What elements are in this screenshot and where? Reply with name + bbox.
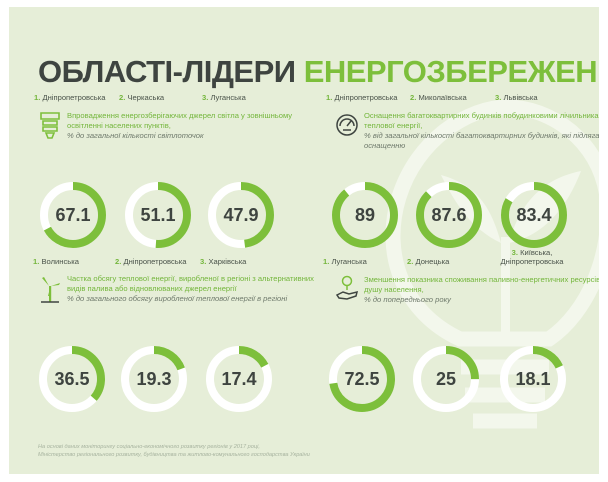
item-name: Донецька	[415, 257, 450, 266]
ring-value: 89	[354, 205, 376, 225]
section-subtitle: % до загального обсягу виробленої теплов…	[67, 294, 288, 303]
ring-value: 72.5	[344, 369, 380, 389]
item-label: 1. Волинська	[33, 257, 129, 266]
ring-progress-arc	[40, 182, 106, 248]
footer-source: На основі даних моніторингу соціально-ек…	[38, 443, 310, 459]
page-title: ОБЛАСТІ-ЛІДЕРИ ЕНЕРГОЗБЕРЕЖЕННЯ	[38, 54, 599, 90]
section-subtitle: % від загальної кількості багатоквартирн…	[364, 131, 599, 150]
item-rank: 2.	[407, 257, 414, 266]
ring-value: 87.6	[431, 205, 467, 225]
progress-ring	[416, 182, 482, 248]
progress-ring	[329, 346, 395, 412]
progress-ring	[413, 346, 479, 412]
item-name: Волинська	[41, 257, 79, 266]
item-rank: 1.	[323, 257, 330, 266]
item-rank: 3.	[202, 93, 209, 102]
ring-progress-arc	[125, 182, 191, 248]
item-name: Дніпропетровська	[42, 93, 106, 102]
wind-turbine-icon	[41, 277, 60, 303]
ring-value: 25	[435, 369, 457, 389]
ring-value: 51.1	[140, 205, 176, 225]
ring-progress-arc	[413, 346, 479, 412]
item-label: 3. Київська, Дніпропетровська	[492, 248, 572, 266]
progress-ring	[121, 346, 187, 412]
item-rank: 1.	[326, 93, 333, 102]
item-label: 2. Дніпропетровська	[115, 257, 211, 266]
ring-progress-arc	[39, 346, 105, 412]
item-name: Луганська	[210, 93, 246, 102]
section-title: Зменшення показника споживання паливно-е…	[364, 275, 599, 305]
ring-progress-arc	[206, 346, 272, 412]
footer-line-1: На основі даних моніторингу соціально-ек…	[38, 444, 260, 450]
item-label: 3. Луганська	[202, 93, 298, 102]
item-label: 1. Дніпропетровська	[326, 93, 422, 102]
section-subtitle: % до попереднього року	[364, 295, 451, 304]
title-part-1: ОБЛАСТІ-ЛІДЕРИ	[38, 54, 296, 89]
item-name: Черкаська	[127, 93, 165, 102]
item-name: Харківська	[208, 257, 247, 266]
section-title: Частка обсягу теплової енергії, вироблен…	[67, 274, 327, 304]
ring-value: 18.1	[515, 369, 551, 389]
ring-progress-arc	[121, 346, 187, 412]
ring-value: 17.4	[221, 369, 257, 389]
section-title: Оснащення багатоквартирних будинків побу…	[364, 111, 599, 151]
title-part-2: ЕНЕРГОЗБЕРЕЖЕННЯ	[303, 54, 599, 89]
ring-progress-arc	[501, 182, 567, 248]
item-label: 1. Дніпропетровська	[34, 93, 130, 102]
item-name: Дніпропетровська	[123, 257, 187, 266]
progress-ring	[208, 182, 274, 248]
item-name: Луганська	[331, 257, 367, 266]
item-label: 2. Черкаська	[119, 93, 215, 102]
ring-progress-arc	[329, 346, 395, 412]
ring-value: 47.9	[223, 205, 259, 225]
item-rank: 2.	[115, 257, 122, 266]
ring-progress-arc	[208, 182, 274, 248]
progress-ring	[206, 346, 272, 412]
hand-plant-icon	[335, 275, 359, 300]
footer-line-2: Міністерство регіонального розвитку, буд…	[38, 452, 310, 458]
progress-ring	[500, 346, 566, 412]
item-label: 1. Луганська	[323, 257, 419, 266]
item-rank: 2.	[410, 93, 417, 102]
ring-progress-arc	[500, 346, 566, 412]
led-lamp-icon	[40, 112, 60, 139]
item-rank: 3.	[200, 257, 207, 266]
item-name: Дніпропетровська	[334, 93, 398, 102]
item-label: 2. Донецька	[407, 257, 503, 266]
item-name: Миколаївська	[418, 93, 467, 102]
section-subtitle: % до загальної кількості світлоточок	[67, 131, 204, 140]
ring-progress-arc	[332, 182, 398, 248]
item-label: 2. Миколаївська	[410, 93, 506, 102]
item-rank: 1.	[34, 93, 41, 102]
item-name: Львівська	[503, 93, 538, 102]
item-name: Київська, Дніпропетровська	[500, 248, 564, 266]
progress-ring	[332, 182, 398, 248]
ring-value: 83.4	[516, 205, 552, 225]
progress-ring	[40, 182, 106, 248]
item-rank: 3.	[511, 248, 518, 257]
item-label: 3. Харківська	[200, 257, 296, 266]
progress-ring	[39, 346, 105, 412]
ring-value: 36.5	[54, 369, 90, 389]
infographic-card: ОБЛАСТІ-ЛІДЕРИ ЕНЕРГОЗБЕРЕЖЕННЯ Впровадж…	[9, 7, 599, 474]
ring-progress-arc	[416, 182, 482, 248]
progress-ring	[125, 182, 191, 248]
item-label: 3. Львівська	[495, 93, 591, 102]
item-rank: 1.	[33, 257, 40, 266]
meter-gauge-icon	[336, 114, 358, 136]
item-rank: 3.	[495, 93, 502, 102]
item-rank: 2.	[119, 93, 126, 102]
ring-value: 67.1	[55, 205, 91, 225]
progress-ring	[501, 182, 567, 248]
ring-value: 19.3	[136, 369, 172, 389]
section-title: Впровадження енергозберігаючих джерел св…	[67, 111, 317, 141]
